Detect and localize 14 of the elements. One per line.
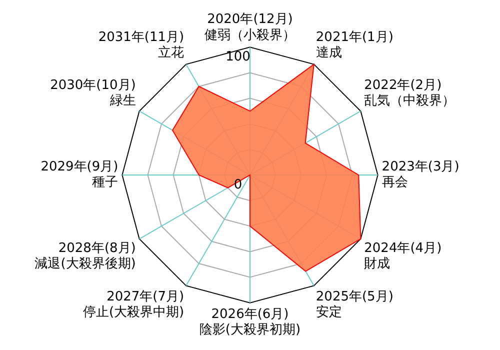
spoke-label: 2029年(9月) 種子 — [40, 160, 118, 190]
spoke-label: 2023年(3月) 再会 — [382, 160, 460, 190]
spoke-label: 2026年(6月) 陰影(大殺界初期) — [199, 306, 301, 338]
spoke-label: 2030年(10月) 緑生 — [50, 78, 136, 109]
spoke-label: 2028年(8月) 減退(大殺界後期) — [34, 241, 136, 272]
y-tick-label: 100 — [226, 50, 250, 65]
spoke-label: 2031年(11月) 立花 — [98, 30, 184, 60]
y-tick-label: 0 — [234, 177, 242, 192]
spoke-label: 2020年(12月) 健弱（小殺界） — [204, 12, 296, 43]
spoke-label: 2024年(4月) 財成 — [364, 241, 442, 272]
spoke-label: 2021年(1月) 達成 — [316, 30, 394, 60]
spoke-label: 2022年(2月) 乱気（中殺界） — [364, 78, 456, 109]
spoke-label: 2027年(7月) 停止(大殺界中期) — [82, 289, 184, 320]
spoke-label: 2025年(5月) 安定 — [316, 289, 394, 320]
